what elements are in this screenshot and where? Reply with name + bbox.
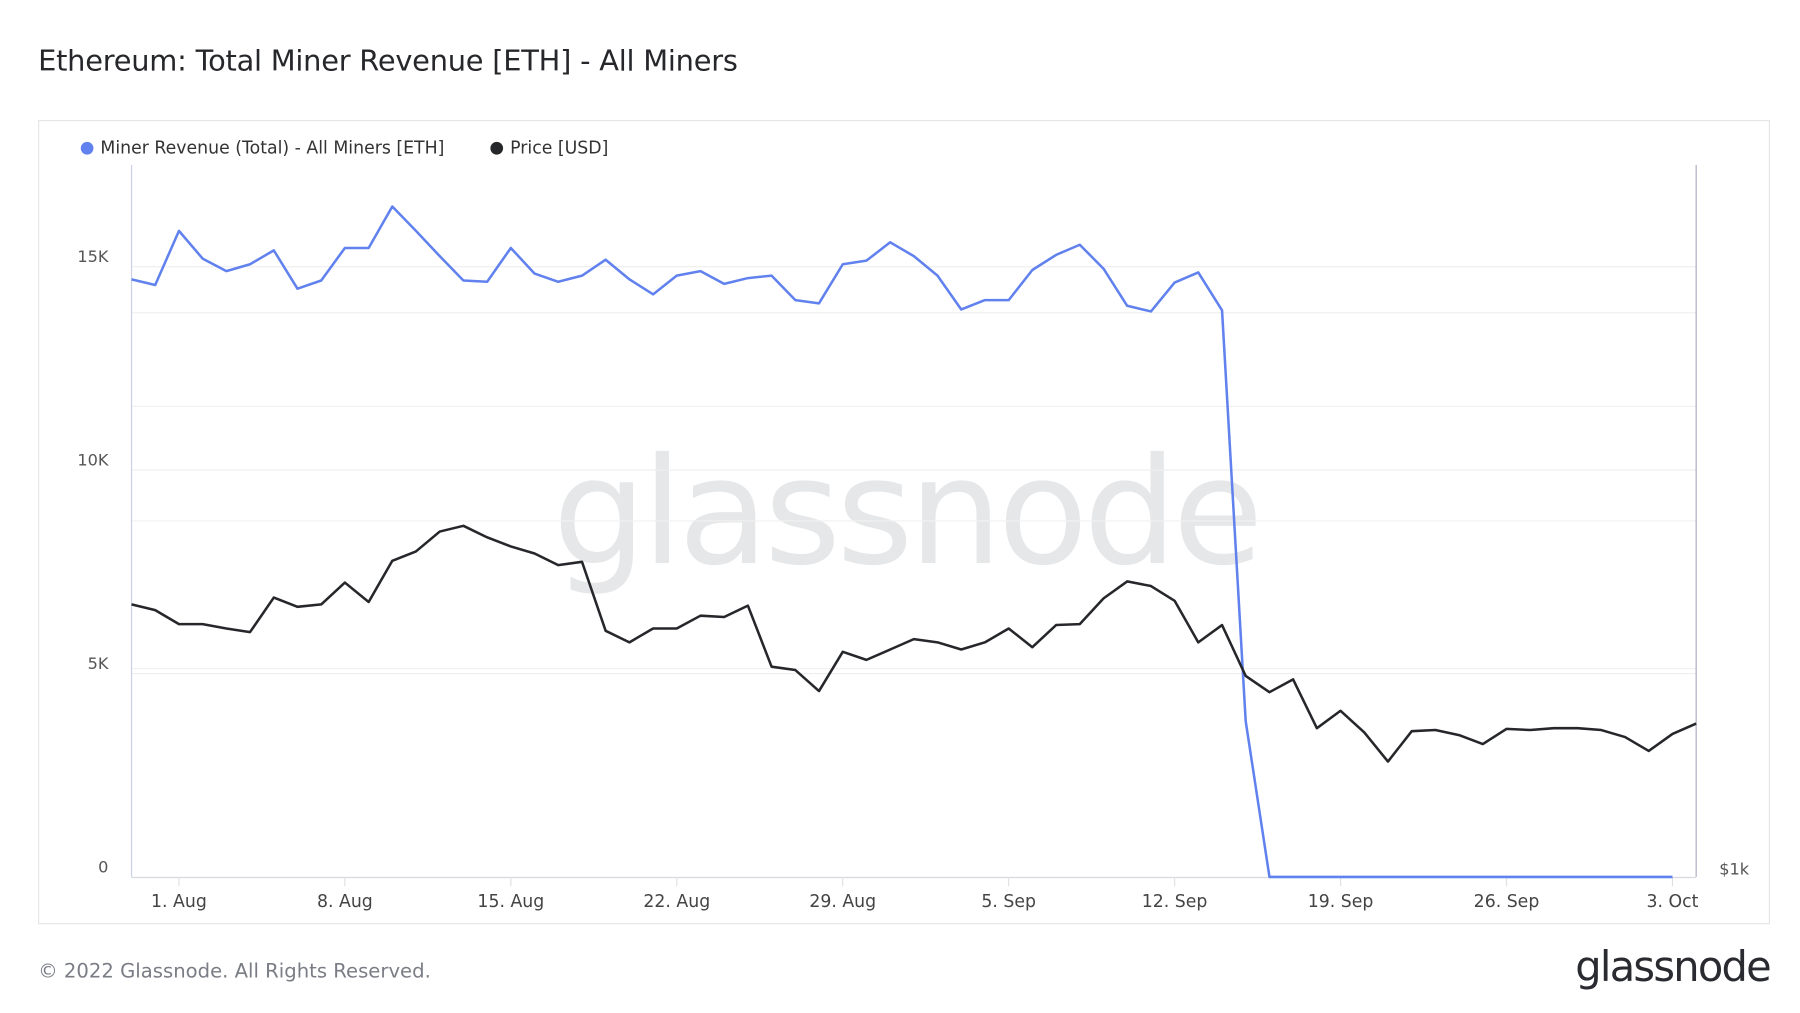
x-tick-label: 15. Aug bbox=[477, 892, 544, 912]
revenue-line bbox=[131, 205, 1673, 879]
legend-item-revenue[interactable]: Miner Revenue (Total) - All Miners [ETH] bbox=[80, 137, 445, 159]
page-title: Ethereum: Total Miner Revenue [ETH] - Al… bbox=[38, 43, 738, 78]
legend-label-revenue: Miner Revenue (Total) - All Miners [ETH] bbox=[100, 137, 445, 159]
x-tick-label: 8. Aug bbox=[317, 892, 373, 912]
price-line bbox=[131, 524, 1697, 763]
glassnode-logo: glassnode bbox=[1575, 943, 1771, 992]
x-tick-label: 26. Sep bbox=[1474, 892, 1540, 912]
x-tick-label: 1. Aug bbox=[151, 892, 207, 912]
x-tick-label: 19. Sep bbox=[1308, 892, 1374, 912]
legend-label-price: Price [USD] bbox=[510, 137, 609, 159]
x-tick-label: 3. Oct bbox=[1646, 892, 1698, 912]
x-tick-label: 22. Aug bbox=[643, 892, 710, 912]
y-tick-label: 0 bbox=[98, 857, 108, 876]
x-tick-label: 12. Sep bbox=[1142, 892, 1208, 912]
legend-marker-revenue bbox=[80, 141, 94, 155]
legend: Miner Revenue (Total) - All Miners [ETH]… bbox=[80, 137, 609, 159]
legend-item-price[interactable]: Price [USD] bbox=[490, 137, 609, 159]
x-tick-label: 29. Aug bbox=[809, 892, 876, 912]
watermark: glassnode bbox=[553, 426, 1259, 598]
chart-frame bbox=[38, 119, 1770, 925]
copyright: © 2022 Glassnode. All Rights Reserved. bbox=[38, 959, 431, 984]
y-tick-label: 10K bbox=[77, 450, 109, 469]
y-tick-label: 5K bbox=[88, 654, 109, 673]
legend-marker-price bbox=[490, 141, 504, 155]
x-tick-label: 5. Sep bbox=[981, 892, 1036, 912]
y-right-tick-label: $1k bbox=[1719, 860, 1750, 879]
y-tick-label: 15K bbox=[77, 247, 109, 266]
